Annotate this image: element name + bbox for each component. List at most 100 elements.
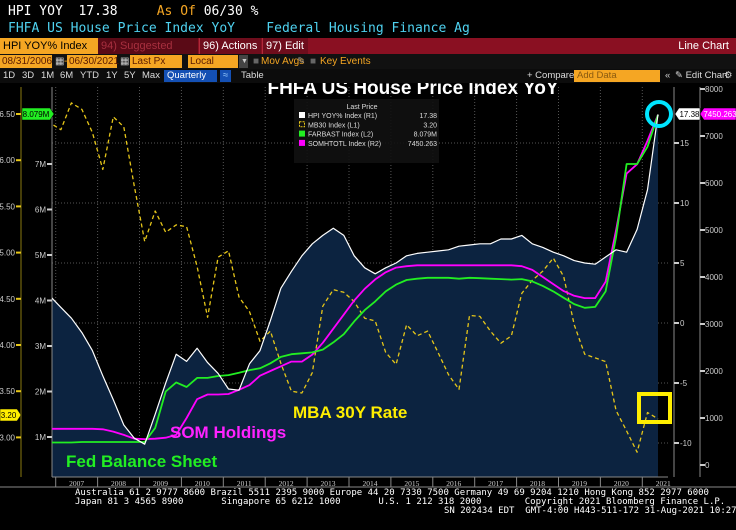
tick-label-l1: 5.00 <box>0 249 16 258</box>
legend-box <box>294 99 439 163</box>
highlight-box <box>637 392 672 424</box>
period-button-5y[interactable]: 5Y <box>124 70 136 81</box>
x-tick-label: 2015 <box>404 479 419 488</box>
series-clip <box>52 102 659 453</box>
unit: % <box>250 4 259 19</box>
mb30-line <box>52 102 659 453</box>
x-axis-labels: 2007 2008 2009 2010 2011 2012 2013 2014 2015 2016… <box>55 477 671 488</box>
last-value: 17.38 <box>78 4 118 19</box>
x-tick-label: 2011 <box>237 479 252 488</box>
somhtotl-last-tag-bg <box>699 107 736 121</box>
annotations: MBA 30Y Rate SOM Holdings Fed Balance Shee… <box>66 100 673 471</box>
mov-avgs-label[interactable]: Mov Avgs <box>261 56 305 67</box>
x-tick-label: 2009 <box>153 479 168 488</box>
somhtotl-last-tag: 7450.263 <box>703 110 736 119</box>
period-button-max[interactable]: Max <box>142 70 160 81</box>
legend[interactable]: Last Price HPI YOY% Index (R1) 17.38 MB30 I… <box>294 99 439 163</box>
tick-label-r1: 5 <box>680 259 685 268</box>
tick-label-r1: -10 <box>680 439 692 448</box>
somhtotl-line <box>52 114 659 440</box>
legend-label: SOMHTOTL Index (R2) <box>308 141 381 148</box>
currency-select[interactable]: Local CCY <box>188 55 238 80</box>
x-tick-label: 2018 <box>530 479 545 488</box>
x-tick-label: 2019 <box>572 479 587 488</box>
legend-swatch <box>299 130 305 137</box>
key-events-checkbox[interactable]: ■ <box>310 56 317 67</box>
pencil-icon[interactable]: ✎ <box>297 56 306 67</box>
legend-value: 8.079M <box>414 132 438 139</box>
mb30-last-tag-bg <box>0 408 22 422</box>
end-date-input[interactable]: 06/30/2021 <box>67 55 120 68</box>
date-separator: - <box>64 56 68 67</box>
period-button-3d[interactable]: 3D <box>22 70 35 81</box>
period-button-6m[interactable]: 6M <box>60 70 74 81</box>
tick-label-r2: 4000 <box>705 273 723 282</box>
tick-label-l1: 6.00 <box>0 156 16 165</box>
x-tick-label: 2007 <box>69 479 84 488</box>
tick-label-l2: 2M <box>35 388 46 397</box>
edit-chart-button[interactable]: ✎ Edit Chart <box>675 70 728 81</box>
security-description: FHFA US House Price Index YoY Federal Ho… <box>8 21 470 36</box>
tick-label-l2: 5M <box>35 251 46 260</box>
tick-label-l1: 4.00 <box>0 341 16 350</box>
period-button-1y[interactable]: 1Y <box>106 70 118 81</box>
hpi-last-tag: 17.38 <box>679 110 700 119</box>
table-button[interactable]: Table <box>241 70 264 81</box>
settings-icon[interactable]: ⚙ <box>724 70 733 81</box>
footer-contacts-1: Australia 61 2 9777 8600 Brazil 5511 239… <box>75 488 709 498</box>
ticker: HPI YOY <box>8 4 63 19</box>
tick-label-l1: 5.50 <box>0 202 16 211</box>
highlight-circle <box>645 100 673 128</box>
view-type[interactable]: Line Chart <box>678 40 729 52</box>
x-tick-label: 2012 <box>279 479 294 488</box>
as-of-date: 06/30 <box>203 4 243 19</box>
x-tick-label: 2013 <box>321 479 336 488</box>
calendar-icon[interactable]: ▦ <box>55 56 65 67</box>
chart-type-icon[interactable]: ≈ <box>220 70 231 82</box>
x-tick-label: 2008 <box>111 479 126 488</box>
tick-label-r1: 0 <box>680 319 685 328</box>
mb30-last-tag: 3.20 <box>1 411 17 420</box>
edit-menu[interactable]: 97) Edit ▾ <box>262 38 308 68</box>
key-events-label[interactable]: Key Events <box>320 56 371 67</box>
series-group <box>52 102 659 453</box>
tick-label-r2: 3000 <box>705 320 723 329</box>
farbast-last-tag-bg <box>21 107 55 121</box>
collapse-icon[interactable]: « <box>665 70 671 81</box>
tick-label-r1: 15 <box>680 139 689 148</box>
legend-label: MB30 Index (L1) <box>308 122 360 129</box>
actions-menu[interactable]: 96) Actions ▾ <box>199 38 261 68</box>
farbast-last-tag: 8.079M <box>23 110 50 119</box>
chevron-down-icon[interactable]: ▼ <box>239 55 248 68</box>
hpi-line <box>52 114 659 445</box>
suggested-charts-button[interactable]: 94) Suggested Charts <box>98 38 198 68</box>
tick-label-l1: 3.00 <box>0 433 16 442</box>
compare-button[interactable]: + Compare ▾ <box>527 70 582 81</box>
legend-swatch <box>299 139 305 146</box>
tick-label-l1: 4.50 <box>0 295 16 304</box>
tick-label-l2: 6M <box>35 206 46 215</box>
calendar-icon[interactable]: ▦ <box>120 56 130 67</box>
add-data-input[interactable]: Add Data <box>574 70 660 82</box>
period-button-1d[interactable]: 1D <box>3 70 16 81</box>
tick-label-r2: 0 <box>705 461 710 470</box>
legend-label: FARBAST Index (L2) <box>308 132 373 139</box>
start-date-input[interactable]: 08/31/2006 <box>0 55 53 68</box>
legend-value: 7450.263 <box>408 141 437 148</box>
as-of-label: As Of <box>156 4 196 19</box>
tick-label-l2: 4M <box>35 297 46 306</box>
security-field[interactable]: HPI YOY% Index <box>0 38 98 54</box>
price-field-select[interactable]: Last Px <box>130 55 182 68</box>
legend-swatch <box>299 112 305 118</box>
period-button-1m[interactable]: 1M <box>41 70 55 81</box>
description: FHFA US House Price Index YoY <box>8 21 235 36</box>
tick-label-r2: 2000 <box>705 367 723 376</box>
farbast-line <box>52 114 659 444</box>
tick-label-r1: 10 <box>680 199 689 208</box>
tick-label-l1: 6.50 <box>0 110 16 119</box>
mov-avgs-checkbox[interactable]: ■ <box>253 56 260 67</box>
chart-canvas[interactable]: 3.00 3.50 4.00 4.50 5.00 5.50 6.00 6.50 1M 2M 3M 4M… <box>0 83 736 488</box>
frequency-select[interactable]: Quarterly ▼ <box>164 70 217 93</box>
period-button-ytd[interactable]: YTD <box>80 70 99 81</box>
